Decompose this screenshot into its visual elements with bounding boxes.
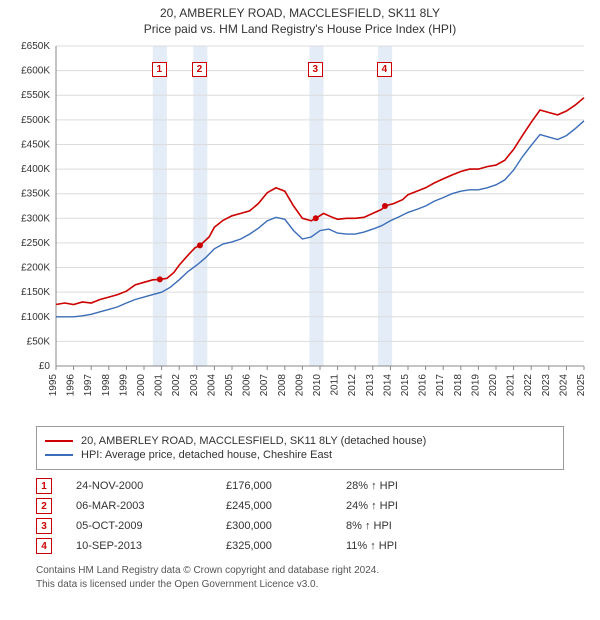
legend-swatch-property: [45, 440, 73, 442]
svg-text:2001: 2001: [154, 374, 165, 397]
svg-text:1998: 1998: [101, 374, 112, 397]
marker-2: 2: [36, 498, 52, 514]
svg-text:2020: 2020: [488, 374, 499, 397]
table-row: 3 05-OCT-2009 £300,000 8% ↑ HPI: [36, 518, 564, 534]
svg-text:2013: 2013: [365, 374, 376, 397]
legend-box: 20, AMBERLEY ROAD, MACCLESFIELD, SK11 8L…: [36, 426, 564, 470]
svg-text:£450K: £450K: [21, 139, 50, 150]
svg-text:£50K: £50K: [27, 336, 51, 347]
table-row: 4 10-SEP-2013 £325,000 11% ↑ HPI: [36, 538, 564, 554]
marker-4: 4: [36, 538, 52, 554]
svg-text:1997: 1997: [83, 374, 94, 397]
svg-text:2002: 2002: [171, 374, 182, 397]
sale-vs-hpi: 24% ↑ HPI: [346, 500, 398, 512]
svg-text:2011: 2011: [330, 374, 341, 396]
svg-text:£600K: £600K: [21, 66, 50, 77]
legend-label-hpi: HPI: Average price, detached house, Ches…: [81, 449, 332, 461]
svg-text:2003: 2003: [189, 374, 200, 397]
legend-item-property: 20, AMBERLEY ROAD, MACCLESFIELD, SK11 8L…: [45, 435, 555, 447]
svg-text:£500K: £500K: [21, 115, 50, 126]
svg-text:£650K: £650K: [21, 41, 50, 52]
svg-text:£200K: £200K: [21, 263, 50, 274]
svg-text:2016: 2016: [418, 374, 429, 397]
svg-text:£250K: £250K: [21, 238, 50, 249]
chart-marker-2: 2: [192, 62, 207, 77]
footnote-line2: This data is licensed under the Open Gov…: [36, 578, 564, 592]
sale-date: 10-SEP-2013: [76, 540, 226, 552]
svg-text:2023: 2023: [541, 374, 552, 397]
svg-text:2025: 2025: [576, 374, 587, 397]
svg-text:2014: 2014: [382, 374, 393, 397]
sale-vs-hpi: 8% ↑ HPI: [346, 520, 392, 532]
legend-label-property: 20, AMBERLEY ROAD, MACCLESFIELD, SK11 8L…: [81, 435, 426, 447]
svg-text:2019: 2019: [470, 374, 481, 397]
chart-container: { "title": { "line1": "20, AMBERLEY ROAD…: [0, 0, 600, 591]
svg-text:2006: 2006: [242, 374, 253, 397]
sale-vs-hpi: 11% ↑ HPI: [346, 540, 397, 552]
legend-swatch-hpi: [45, 454, 73, 456]
sale-vs-hpi: 28% ↑ HPI: [346, 480, 398, 492]
svg-text:£0: £0: [39, 361, 51, 372]
title-address: 20, AMBERLEY ROAD, MACCLESFIELD, SK11 8L…: [0, 6, 600, 20]
chart-marker-1: 1: [152, 62, 167, 77]
table-row: 1 24-NOV-2000 £176,000 28% ↑ HPI: [36, 478, 564, 494]
svg-text:£350K: £350K: [21, 189, 50, 200]
table-row: 2 06-MAR-2003 £245,000 24% ↑ HPI: [36, 498, 564, 514]
title-subtitle: Price paid vs. HM Land Registry's House …: [0, 22, 600, 36]
svg-text:2004: 2004: [206, 374, 217, 397]
marker-3: 3: [36, 518, 52, 534]
sale-date: 24-NOV-2000: [76, 480, 226, 492]
svg-text:2022: 2022: [523, 374, 534, 397]
svg-text:2010: 2010: [312, 374, 323, 397]
chart-marker-4: 4: [377, 62, 392, 77]
svg-text:£100K: £100K: [21, 312, 50, 323]
svg-text:2024: 2024: [558, 374, 569, 397]
svg-text:2015: 2015: [400, 374, 411, 397]
chart-svg: £0 £50K £100K £150K £200K £250K £300K £350K £400…: [10, 40, 590, 420]
svg-text:1995: 1995: [48, 374, 59, 397]
svg-text:1996: 1996: [66, 374, 77, 397]
sale-price: £176,000: [226, 480, 346, 492]
svg-text:1999: 1999: [118, 374, 129, 397]
title-block: 20, AMBERLEY ROAD, MACCLESFIELD, SK11 8L…: [0, 0, 600, 40]
chart-marker-3: 3: [308, 62, 323, 77]
svg-text:2005: 2005: [224, 374, 235, 397]
sale-price: £245,000: [226, 500, 346, 512]
sale-date: 06-MAR-2003: [76, 500, 226, 512]
chart-area: £0 £50K £100K £150K £200K £250K £300K £350K £400…: [10, 40, 590, 420]
sales-table: 1 24-NOV-2000 £176,000 28% ↑ HPI 2 06-MA…: [36, 478, 564, 554]
svg-text:£550K: £550K: [21, 90, 50, 101]
sale-date: 05-OCT-2009: [76, 520, 226, 532]
svg-text:2021: 2021: [506, 374, 517, 397]
sale-price: £325,000: [226, 540, 346, 552]
footnote: Contains HM Land Registry data © Crown c…: [36, 564, 564, 591]
svg-text:£300K: £300K: [21, 213, 50, 224]
svg-text:2000: 2000: [136, 374, 147, 397]
svg-text:2012: 2012: [347, 374, 358, 397]
svg-text:£150K: £150K: [21, 287, 50, 298]
svg-text:£400K: £400K: [21, 164, 50, 175]
legend-item-hpi: HPI: Average price, detached house, Ches…: [45, 449, 555, 461]
svg-text:2007: 2007: [259, 374, 270, 397]
svg-text:2017: 2017: [435, 374, 446, 397]
footnote-line1: Contains HM Land Registry data © Crown c…: [36, 564, 564, 578]
sale-price: £300,000: [226, 520, 346, 532]
svg-text:2009: 2009: [294, 374, 305, 397]
marker-1: 1: [36, 478, 52, 494]
svg-text:2018: 2018: [453, 374, 464, 397]
svg-text:2008: 2008: [277, 374, 288, 397]
